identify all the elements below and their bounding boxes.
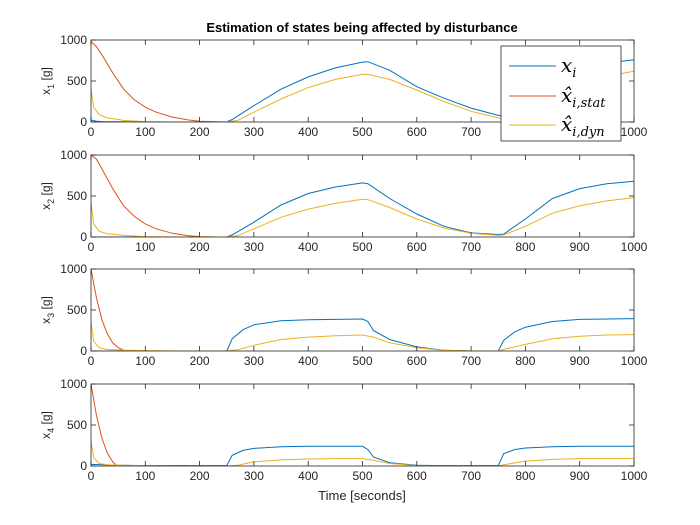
x-tick-label: 600	[407, 240, 427, 254]
x-tick-label: 100	[135, 354, 155, 368]
x-tick-label: 0	[88, 125, 95, 139]
x-tick-label: 800	[515, 240, 535, 254]
y-axis-label: x4 [g]	[39, 411, 56, 439]
series-line-x-hat-stat	[91, 384, 227, 466]
y-tick-label: 500	[67, 74, 87, 88]
y-tick-label: 500	[67, 189, 87, 203]
x-tick-label: 500	[352, 354, 372, 368]
x-tick-label: 1000	[621, 354, 648, 368]
plot-area	[91, 384, 634, 466]
x-tick-label: 700	[461, 469, 481, 483]
x-tick-label: 800	[515, 469, 535, 483]
x-tick-label: 700	[461, 125, 481, 139]
subplot-2: 0 100 200 300 400 500 600 700 800 900 1000 0 500 1000…	[39, 148, 648, 254]
x-tick-label: 300	[244, 469, 264, 483]
x-tick-label: 900	[570, 469, 590, 483]
x-tick-label: 500	[352, 240, 372, 254]
x-tick-label: 700	[461, 354, 481, 368]
x-tick-label: 200	[190, 125, 210, 139]
x-tick-label: 400	[298, 354, 318, 368]
x-tick-label: 900	[570, 240, 590, 254]
y-tick-label: 0	[80, 459, 87, 473]
series-line-x-hat-dyn	[91, 197, 634, 237]
chart-title: Estimation of states being affected by d…	[206, 20, 517, 35]
y-tick-label: 500	[67, 303, 87, 317]
x-tick-label: 400	[298, 469, 318, 483]
x-tick-label: 100	[135, 125, 155, 139]
y-tick-label: 0	[80, 230, 87, 244]
x-tick-label: 300	[244, 125, 264, 139]
x-tick-label: 200	[190, 354, 210, 368]
subplot-3: 0 100 200 300 400 500 600 700 800 900 1000 0 500 1000…	[39, 262, 648, 368]
x-tick-label: 600	[407, 354, 427, 368]
x-tick-label: 1000	[621, 469, 648, 483]
x-tick-label: 0	[88, 354, 95, 368]
plot-area	[91, 269, 634, 351]
y-tick-label: 0	[80, 115, 87, 129]
series-line-x-hat-dyn	[91, 441, 634, 466]
y-tick-label: 1000	[60, 262, 87, 276]
series-line-x-i	[91, 318, 634, 351]
x-tick-label: 300	[244, 240, 264, 254]
x-tick-label: 700	[461, 240, 481, 254]
x-tick-label: 0	[88, 469, 95, 483]
series-line-x-i	[91, 180, 634, 237]
x-tick-label: 200	[190, 469, 210, 483]
x-tick-label: 400	[298, 125, 318, 139]
x-tick-label: 600	[407, 469, 427, 483]
y-tick-label: 0	[80, 344, 87, 358]
y-tick-label: 1000	[60, 377, 87, 391]
legend-label-x-i: xi	[561, 53, 576, 81]
x-tick-label: 600	[407, 125, 427, 139]
y-tick-label: 500	[67, 418, 87, 432]
x-tick-label: 500	[352, 469, 372, 483]
x-tick-label: 0	[88, 240, 95, 254]
y-tick-label: 1000	[60, 148, 87, 162]
series-group	[91, 269, 634, 351]
x-tick-label: 1000	[621, 240, 648, 254]
x-axis-label: Time [seconds]	[318, 488, 406, 503]
x-tick-label: 100	[135, 240, 155, 254]
y-axis-label: x3 [g]	[39, 296, 56, 324]
x-tick-label: 400	[298, 240, 318, 254]
x-tick-label: 500	[352, 125, 372, 139]
legend-label-x-hat-stat: x̂i,stat	[561, 83, 606, 111]
plot-area	[91, 155, 634, 237]
y-axis-label: x2 [g]	[39, 182, 56, 210]
y-tick-label: 1000	[60, 33, 87, 47]
x-tick-label: 200	[190, 240, 210, 254]
legend-label-x-hat-dyn: x̂i,dyn	[561, 112, 605, 140]
subplot-4: 0 100 200 300 400 500 600 700 800 900 1000 0 500 1000…	[39, 377, 648, 483]
x-tick-label: 100	[135, 469, 155, 483]
x-tick-label: 800	[515, 354, 535, 368]
series-line-x-hat-dyn	[91, 322, 634, 351]
y-axis-label: x1 [g]	[39, 67, 56, 95]
x-tick-label: 1000	[621, 125, 648, 139]
x-tick-label: 300	[244, 354, 264, 368]
x-tick-label: 900	[570, 354, 590, 368]
